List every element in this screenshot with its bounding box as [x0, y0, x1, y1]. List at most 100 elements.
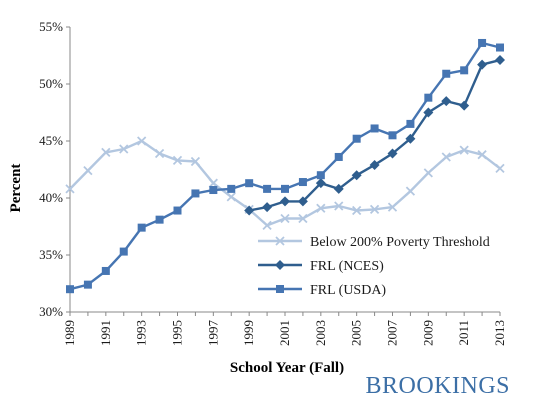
data-point	[155, 215, 164, 224]
legend: Below 200% Poverty Threshold FRL (NCES) FR…	[258, 235, 490, 298]
data-point	[405, 186, 416, 196]
legend-swatch-marker	[275, 260, 285, 270]
data-point	[262, 220, 272, 230]
y-axis-title: Percent	[8, 164, 24, 213]
data-point	[478, 38, 487, 47]
y-tick-label: 35%	[39, 247, 63, 262]
brookings-logo: BROOKINGS	[365, 373, 510, 399]
data-point	[281, 184, 289, 193]
x-tick-label: 2013	[492, 320, 507, 346]
data-point	[352, 205, 362, 216]
x-tick-label: 2005	[349, 320, 364, 346]
data-point	[334, 201, 344, 211]
data-point	[387, 202, 398, 212]
data-point	[83, 166, 93, 176]
data-point	[209, 186, 218, 195]
data-point	[190, 156, 201, 167]
data-point	[119, 144, 129, 154]
legend-swatch-marker	[276, 285, 284, 293]
data-point	[316, 171, 325, 180]
data-point	[441, 152, 451, 162]
data-point	[137, 223, 146, 232]
data-point	[83, 280, 92, 289]
data-point	[424, 93, 433, 102]
data-point	[101, 266, 110, 275]
data-point	[370, 124, 379, 133]
data-point	[263, 184, 272, 193]
data-point	[227, 184, 236, 193]
data-point	[477, 59, 488, 70]
legend-label: Below 200% Poverty Threshold	[310, 235, 490, 250]
series-0	[65, 136, 505, 230]
x-tick-label: 2011	[456, 320, 471, 346]
x-tick-label: 2007	[385, 320, 400, 347]
data-point	[297, 196, 308, 207]
data-point	[441, 96, 452, 107]
x-axis-title: School Year (Fall)	[230, 360, 344, 376]
legend-swatch-marker	[275, 236, 285, 246]
data-point	[333, 183, 344, 194]
data-point	[460, 66, 469, 75]
legend-label: FRL (USDA)	[310, 283, 386, 298]
data-point	[173, 206, 182, 215]
x-tick-label: 2009	[420, 320, 435, 346]
data-point	[245, 179, 254, 188]
legend-item: FRL (USDA)	[258, 283, 386, 298]
data-point	[423, 107, 434, 118]
data-point	[423, 168, 433, 178]
x-tick-label: 2003	[313, 320, 328, 346]
data-point	[459, 100, 470, 111]
data-point	[208, 178, 218, 188]
data-point	[351, 170, 362, 181]
data-point	[65, 184, 75, 194]
data-point	[280, 213, 290, 224]
legend-item: FRL (NCES)	[258, 259, 384, 274]
data-point	[495, 163, 505, 173]
series-line	[69, 139, 501, 227]
series-1	[244, 55, 505, 216]
data-point	[352, 134, 361, 143]
data-point	[387, 148, 398, 159]
data-point	[442, 69, 451, 78]
y-tick-label: 55%	[39, 19, 63, 34]
data-point	[154, 148, 165, 159]
x-tick-label: 1997	[205, 320, 220, 347]
data-point	[388, 131, 397, 140]
series-2	[66, 38, 504, 294]
x-tick-label: 1989	[62, 320, 77, 346]
x-tick-label: 1995	[170, 320, 185, 346]
data-point	[496, 43, 504, 52]
y-tick-label: 45%	[39, 133, 63, 148]
x-tick-label: 1999	[241, 320, 256, 346]
data-point	[316, 203, 326, 213]
data-point	[226, 192, 236, 202]
data-point	[369, 159, 380, 170]
y-tick-label: 30%	[39, 304, 63, 319]
data-point	[280, 196, 290, 207]
data-point	[369, 204, 380, 215]
legend-item: Below 200% Poverty Threshold	[258, 235, 490, 250]
data-point	[119, 247, 128, 256]
data-point	[406, 119, 415, 128]
data-point	[298, 213, 308, 224]
data-point	[334, 152, 343, 161]
data-point	[244, 205, 255, 216]
data-point	[137, 136, 147, 146]
x-tick-label: 1991	[98, 320, 113, 346]
x-axis-ticks: 1989 1991 1993 1995 1997 1999 2001 2003 2005 2007…	[62, 312, 507, 346]
data-point	[101, 147, 111, 158]
y-tick-label: 40%	[39, 190, 63, 205]
x-tick-label: 1993	[134, 320, 149, 346]
data-point	[298, 178, 307, 187]
data-point	[172, 155, 183, 166]
series-layer	[65, 38, 505, 294]
data-point	[405, 133, 416, 144]
data-point	[495, 55, 505, 66]
y-tick-label: 50%	[39, 76, 63, 91]
y-axis-ticks: 30% 35% 40% 45% 50% 55%	[39, 19, 70, 319]
data-point	[315, 178, 326, 189]
data-point	[191, 189, 200, 198]
data-point	[262, 202, 273, 213]
legend-label: FRL (NCES)	[310, 259, 384, 274]
